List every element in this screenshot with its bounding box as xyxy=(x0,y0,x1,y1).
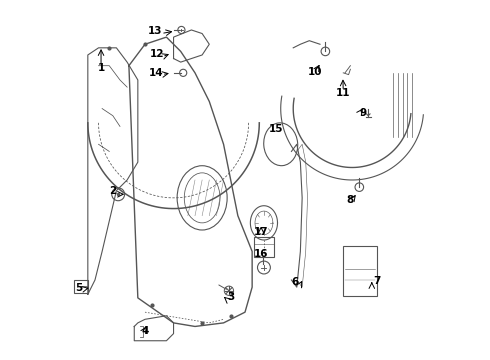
Text: 7: 7 xyxy=(373,276,381,285)
Text: 6: 6 xyxy=(292,278,298,287)
Text: 9: 9 xyxy=(359,108,367,118)
Text: 1: 1 xyxy=(98,63,105,73)
Text: 11: 11 xyxy=(336,88,350,98)
Text: 10: 10 xyxy=(307,67,322,77)
Text: 17: 17 xyxy=(254,228,269,237)
Text: 16: 16 xyxy=(254,249,269,259)
Text: 4: 4 xyxy=(141,325,148,336)
Text: 8: 8 xyxy=(347,195,354,205)
Text: 3: 3 xyxy=(228,292,235,302)
Text: 5: 5 xyxy=(75,283,82,293)
Text: 2: 2 xyxy=(109,186,117,196)
Text: 14: 14 xyxy=(148,68,163,78)
Text: 13: 13 xyxy=(147,26,162,36)
Text: 12: 12 xyxy=(149,49,164,59)
Text: 15: 15 xyxy=(269,124,284,134)
